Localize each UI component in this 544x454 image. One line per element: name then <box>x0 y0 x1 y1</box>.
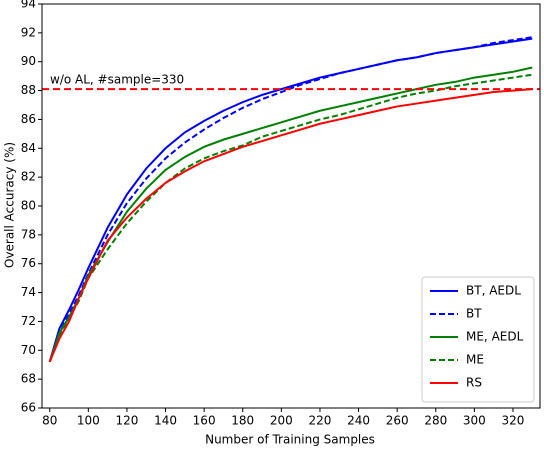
x-tick-label: 220 <box>309 414 332 428</box>
x-tick-label: 140 <box>154 414 177 428</box>
series-line <box>48 73 533 363</box>
legend-label: ME <box>466 353 484 367</box>
plot-frame <box>41 3 541 409</box>
x-tick-label: 160 <box>193 414 216 428</box>
legend-label: RS <box>466 376 482 390</box>
y-tick-label: 80 <box>21 199 36 213</box>
x-tick-label: 100 <box>77 414 100 428</box>
x-tick-label: 240 <box>347 414 370 428</box>
y-tick-label: 74 <box>21 285 36 299</box>
y-tick-label: 70 <box>21 343 36 357</box>
x-tick-label: 200 <box>270 414 293 428</box>
y-axis-label: Overall Accuracy (%) <box>3 142 17 268</box>
y-tick-label: 76 <box>21 256 36 270</box>
legend-label: BT <box>466 307 482 321</box>
x-tick-label: 80 <box>42 414 57 428</box>
y-tick-label: 90 <box>21 54 36 68</box>
y-tick-label: 78 <box>21 227 36 241</box>
legend-box <box>421 276 535 403</box>
series-line <box>48 37 533 363</box>
x-tick-label: 180 <box>231 414 254 428</box>
y-tick-label: 94 <box>21 0 36 11</box>
reference-label: w/o AL, #sample=330 <box>50 73 184 87</box>
x-axis-label: Number of Training Samples <box>205 433 375 447</box>
series-line <box>48 36 533 363</box>
x-tick-label: 260 <box>386 414 409 428</box>
y-tick-label: 72 <box>21 314 36 328</box>
y-tick-label: 86 <box>21 112 36 126</box>
x-tick-label: 280 <box>424 414 447 428</box>
y-tick-label: 82 <box>21 170 36 184</box>
legend-label: BT, AEDL <box>466 284 521 298</box>
y-tick-label: 88 <box>21 83 36 97</box>
x-tick-label: 300 <box>463 414 486 428</box>
y-tick-label: 84 <box>21 141 36 155</box>
x-tick-label: 320 <box>502 414 525 428</box>
y-tick-label: 92 <box>21 25 36 39</box>
series-line <box>48 88 533 363</box>
legend-label: ME, AEDL <box>466 330 524 344</box>
y-tick-label: 66 <box>21 401 36 415</box>
x-tick-label: 120 <box>115 414 138 428</box>
y-tick-label: 68 <box>21 372 36 386</box>
